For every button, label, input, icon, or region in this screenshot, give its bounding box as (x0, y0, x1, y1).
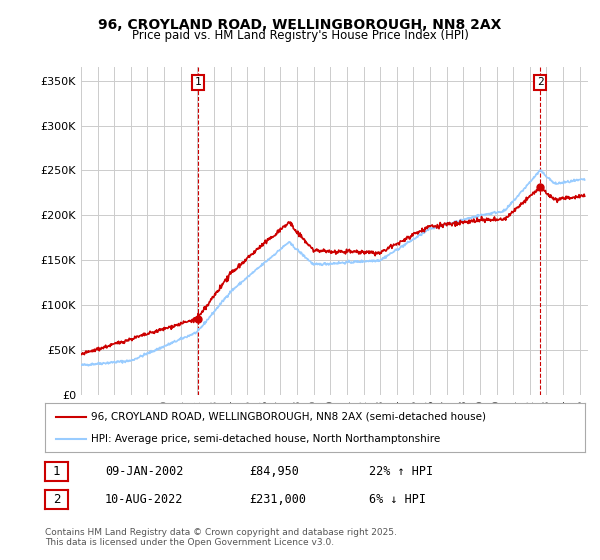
Text: 1: 1 (194, 77, 201, 87)
Text: HPI: Average price, semi-detached house, North Northamptonshire: HPI: Average price, semi-detached house,… (91, 434, 440, 444)
Text: 22% ↑ HPI: 22% ↑ HPI (369, 465, 433, 478)
Text: 09-JAN-2002: 09-JAN-2002 (105, 465, 184, 478)
Text: £231,000: £231,000 (249, 493, 306, 506)
Text: 6% ↓ HPI: 6% ↓ HPI (369, 493, 426, 506)
Text: 1: 1 (53, 465, 60, 478)
Text: 96, CROYLAND ROAD, WELLINGBOROUGH, NN8 2AX: 96, CROYLAND ROAD, WELLINGBOROUGH, NN8 2… (98, 18, 502, 32)
Text: £84,950: £84,950 (249, 465, 299, 478)
Text: 96, CROYLAND ROAD, WELLINGBOROUGH, NN8 2AX (semi-detached house): 96, CROYLAND ROAD, WELLINGBOROUGH, NN8 2… (91, 412, 486, 422)
Text: Contains HM Land Registry data © Crown copyright and database right 2025.
This d: Contains HM Land Registry data © Crown c… (45, 528, 397, 547)
Text: 10-AUG-2022: 10-AUG-2022 (105, 493, 184, 506)
Text: 2: 2 (537, 77, 544, 87)
Text: 2: 2 (53, 493, 60, 506)
Text: Price paid vs. HM Land Registry's House Price Index (HPI): Price paid vs. HM Land Registry's House … (131, 29, 469, 42)
